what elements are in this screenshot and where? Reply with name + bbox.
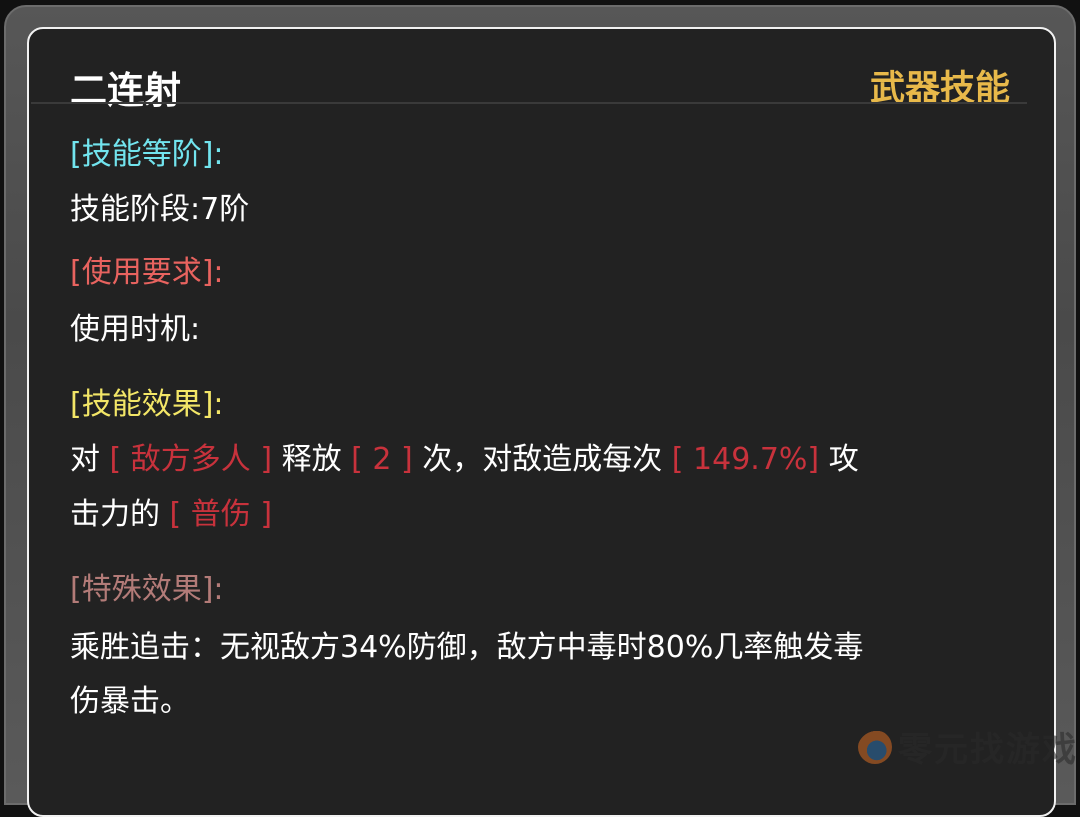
effect-damage-value: [ 149.7%] xyxy=(671,442,820,477)
requirement-header: [使用要求]: xyxy=(70,255,224,290)
rank-line: 技能阶段:7阶 xyxy=(70,190,249,230)
effect-header: [技能效果]: xyxy=(70,387,224,422)
special-line-2: 伤暴击。 xyxy=(70,684,190,719)
watermark-text: 零元找游戏 xyxy=(898,730,1078,770)
header-divider xyxy=(31,102,1027,104)
effect-damage-type-value: [ 普伤 ] xyxy=(169,497,273,532)
effect-count-value: [ 2 ] xyxy=(351,442,413,477)
special-header: [特殊效果]: xyxy=(70,572,224,607)
effect-text: 攻 xyxy=(828,442,859,477)
requirement-label: 使用时机: xyxy=(70,312,201,347)
rank-header: [技能等阶]: xyxy=(70,137,224,172)
skill-name: 二连射 xyxy=(70,69,181,112)
skill-tooltip-panel xyxy=(27,27,1056,817)
effect-line-2: 击力的 [ 普伤 ] xyxy=(70,495,272,535)
effect-text: 对 xyxy=(70,442,100,477)
effect-text: 击力的 xyxy=(70,497,160,532)
watermark-logo-icon xyxy=(858,729,892,764)
special-line-1: 乘胜追击：无视敌方34%防御，敌方中毒时80%几率触发毒 xyxy=(70,630,864,665)
effect-text: 次，对敌造成每次 xyxy=(422,442,663,477)
watermark: 零元找游戏 xyxy=(858,722,1078,771)
rank-label: 技能阶段: xyxy=(70,192,201,227)
rank-value: 7阶 xyxy=(200,192,250,227)
effect-line-1: 对 [ 敌方多人 ] 释放 [ 2 ] 次，对敌造成每次 [ 149.7%] 攻 xyxy=(70,440,859,480)
effect-target-value: [ 敌方多人 ] xyxy=(109,442,273,477)
effect-text: 释放 xyxy=(281,442,342,477)
